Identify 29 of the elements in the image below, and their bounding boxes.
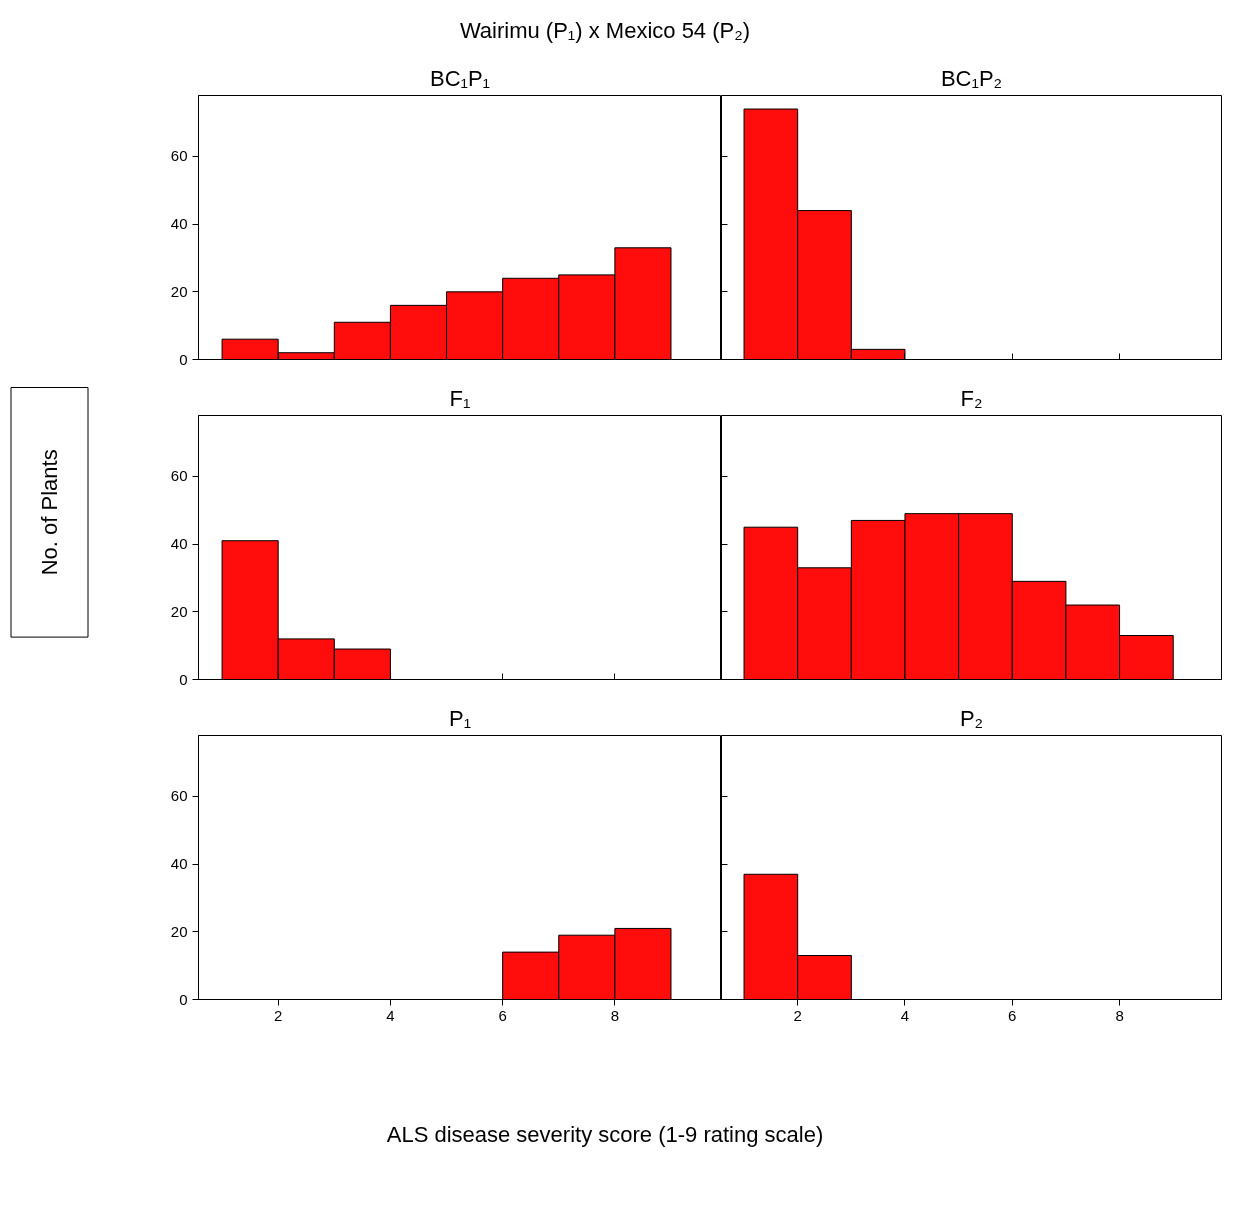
x-axis-title: ALS disease severity score (1-9 rating scale) xyxy=(386,1121,824,1150)
x-tick-label: 6 xyxy=(498,1006,507,1024)
x-tick-label: 8 xyxy=(610,1006,620,1024)
text: Wairimu (P₁) x Mexico 54 (P₂) xyxy=(459,17,751,45)
y-tick-label: 60 xyxy=(170,467,188,485)
chart-title: P₁ xyxy=(448,705,472,731)
y-tick-label: 60 xyxy=(170,147,188,165)
y-axis-title: No. of Plants xyxy=(37,449,62,576)
y-tick-label: 0 xyxy=(179,670,188,688)
x-tick-label: 2 xyxy=(274,1006,283,1024)
chart-title: BC₁P₁ xyxy=(429,65,491,91)
y-tick-label: 60 xyxy=(170,787,188,805)
y-tick-label: 20 xyxy=(170,603,188,621)
x-tick-label: 4 xyxy=(900,1006,910,1024)
x-tick-label: 8 xyxy=(1115,1006,1124,1024)
x-tick-label: 2 xyxy=(793,1006,802,1024)
y-tick-label: 40 xyxy=(170,855,188,873)
y-tick-label: 40 xyxy=(170,535,188,553)
y-tick-label: 40 xyxy=(170,215,188,233)
chart-title: F₁ xyxy=(449,385,471,411)
x-tick-label: 4 xyxy=(386,1006,395,1024)
y-tick-label: 0 xyxy=(179,990,188,1008)
y-tick-label: 20 xyxy=(170,283,188,301)
chart-title: P₂ xyxy=(959,705,984,731)
y-tick-label: 20 xyxy=(170,923,188,941)
chart-title: BC₁P₂ xyxy=(940,65,1003,91)
chart-title: F₂ xyxy=(960,385,983,411)
y-tick-label: 0 xyxy=(179,350,188,368)
x-tick-label: 6 xyxy=(1008,1006,1017,1024)
